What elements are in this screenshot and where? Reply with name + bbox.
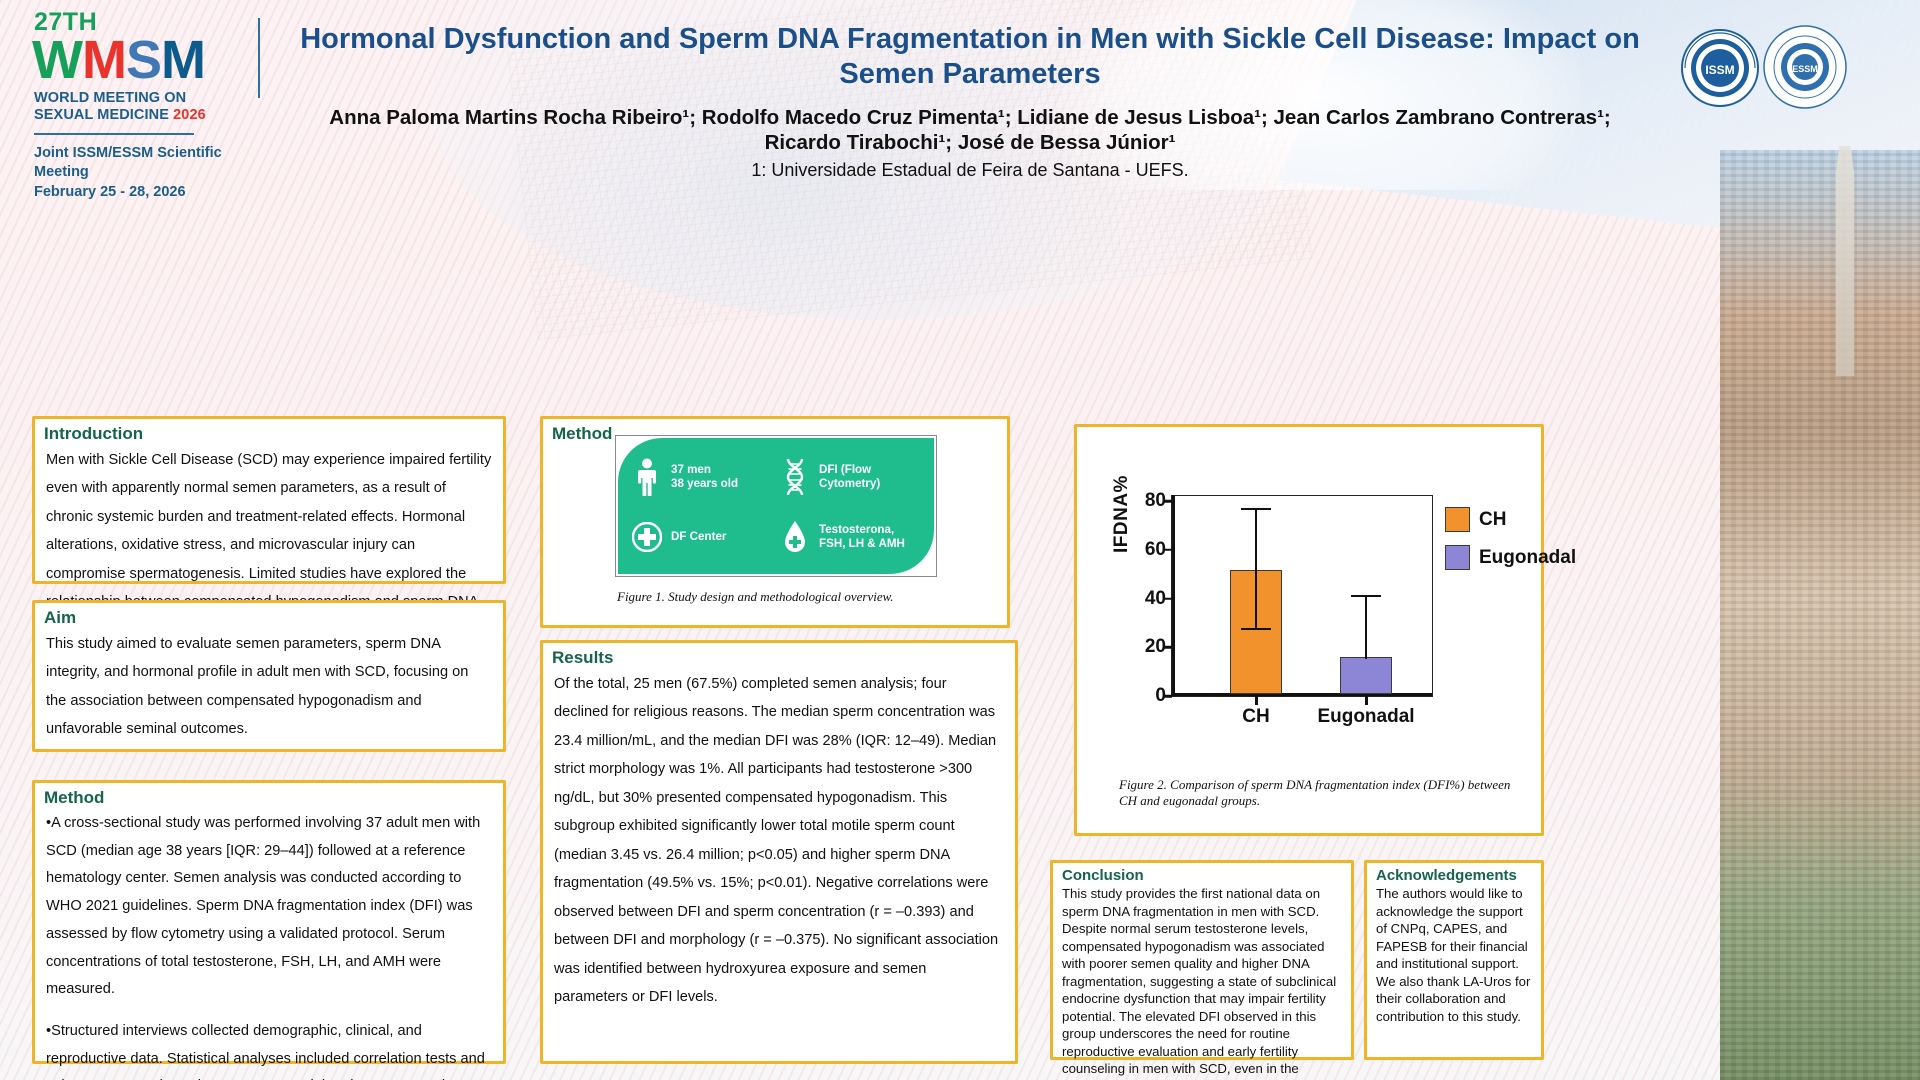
- infographic-item-dfi: DFI (Flow Cytometry): [780, 448, 926, 506]
- section-conclusion: Conclusion This study provides the first…: [1050, 860, 1354, 1080]
- chart-xtick-mark-eugonadal: [1365, 696, 1368, 705]
- chart-xtick-label-eugonadal: Eugonadal: [1317, 706, 1415, 727]
- person-icon: [632, 458, 662, 496]
- author-list: Anna Paloma Martins Rocha Ribeiro¹; Rodo…: [329, 105, 1611, 155]
- legend-label-eugonadal: Eugonadal: [1479, 546, 1577, 568]
- section-introduction: Introduction Men with Sickle Cell Diseas…: [32, 416, 506, 639]
- logo-letter-s: S: [125, 30, 162, 90]
- chart-xtick-mark-ch: [1255, 696, 1258, 705]
- figure-2-caption: Figure 2. Comparison of sperm DNA fragme…: [1119, 777, 1511, 809]
- logo-date-text: February 25 - 28, 2026: [34, 183, 186, 200]
- affiliation: 1: Universidade Estadual de Feira de San…: [751, 159, 1189, 180]
- issm-seal-logo: ISSM: [1680, 28, 1760, 108]
- logo-year: 2026: [173, 106, 206, 123]
- chart-errorbar-eugonadal: [1365, 597, 1367, 659]
- logo-letter-m2: M: [160, 30, 206, 90]
- legend-label-ch: CH: [1479, 508, 1507, 530]
- infographic-frame: 37 men 38 years old: [615, 435, 937, 577]
- method-left-heading: Method: [44, 788, 105, 807]
- chart-ytick-mark-40: [1163, 597, 1172, 600]
- dfi-bar-chart: IFDNA% 80 60 40 20 0: [1093, 461, 1576, 753]
- infographic-item-hormones: Testosterona, FSH, LH & AMH: [780, 508, 926, 566]
- conclusion-heading: Conclusion: [1062, 867, 1144, 884]
- introduction-heading: Introduction: [44, 424, 144, 443]
- chart-errorcap-eugonadal-top: [1351, 595, 1381, 598]
- section-aim: Aim This study aimed to evaluate semen p…: [32, 600, 506, 752]
- chart-ytick-mark-80: [1163, 499, 1172, 503]
- chart-x-axis-line: [1172, 693, 1432, 696]
- chart-xtick-label-ch: CH: [1242, 706, 1270, 727]
- results-heading: Results: [552, 648, 614, 667]
- study-design-infographic: 37 men 38 years old: [618, 438, 934, 574]
- logo-world-meeting-text: WORLD MEETING ON: [34, 90, 187, 107]
- logo-meeting-info: Joint ISSM/ESSM Scientific Meeting Febru…: [34, 144, 254, 203]
- background-tower: [1835, 146, 1855, 376]
- cross-icon: [632, 522, 662, 552]
- svg-text:ESSM: ESSM: [1792, 64, 1818, 74]
- chart-bar-eugonadal: [1340, 656, 1392, 694]
- legend-entry-ch: CH: [1445, 507, 1576, 532]
- chart-ytick-mark-60: [1163, 548, 1172, 552]
- infographic-label-center: DF Center: [671, 529, 727, 543]
- logo-letter-w: W: [32, 30, 83, 90]
- infographic-item-participants: 37 men 38 years old: [632, 448, 778, 506]
- chart-errorbar-ch: [1255, 509, 1257, 630]
- chart-ytick-label-60: 60: [1144, 538, 1166, 560]
- background-city-photo: [1720, 150, 1920, 1080]
- dna-icon: [780, 457, 810, 497]
- chart-plot-area: 80 60 40 20 0 CH: [1145, 490, 1433, 727]
- svg-text:ISSM: ISSM: [1705, 63, 1734, 77]
- wmsm-logo: 27TH WMSM WORLD MEETING ON SEXUAL MEDICI…: [24, 10, 254, 202]
- logo-acronym: WMSM: [32, 33, 254, 87]
- logo-edition: 27TH: [34, 8, 98, 36]
- infographic-label-hormones: Testosterona, FSH, LH & AMH: [819, 522, 905, 550]
- droplet-icon: [780, 520, 810, 554]
- essm-seal-logo: ESSM: [1762, 24, 1848, 110]
- method-figure-heading: Method: [552, 424, 613, 443]
- conclusion-body: This study provides the first national d…: [1062, 886, 1337, 1080]
- chart-ytick-mark-20: [1163, 645, 1172, 649]
- infographic-label-participants: 37 men 38 years old: [671, 462, 739, 490]
- acknowledgements-body: The authors would like to acknowledge th…: [1376, 886, 1531, 1024]
- infographic-item-center: DF Center: [632, 508, 778, 566]
- section-figure-2: IFDNA% 80 60 40 20 0: [1074, 424, 1576, 836]
- chart-legend: CH Eugonadal: [1445, 507, 1576, 583]
- background-cloud: [1060, 0, 1580, 190]
- aim-heading: Aim: [44, 608, 77, 627]
- section-acknowledgements: Acknowledgements The authors would like …: [1364, 860, 1544, 1060]
- infographic-label-dfi: DFI (Flow Cytometry): [819, 462, 881, 490]
- logo-divider-rule: [34, 132, 194, 135]
- logo-letter-m1: M: [81, 30, 127, 90]
- logo-joint-meeting-text: Joint ISSM/ESSM Scientific Meeting: [34, 144, 222, 181]
- results-body: Of the total, 25 men (67.5%) completed s…: [554, 676, 999, 1005]
- chart-y-axis-line: [1172, 495, 1175, 696]
- chart-errorcap-ch-top: [1241, 507, 1271, 510]
- section-method-left: Method •A cross-sectional study was perf…: [32, 780, 506, 1080]
- acknowledgements-heading: Acknowledgements: [1376, 867, 1517, 884]
- poster-header: 27TH WMSM WORLD MEETING ON SEXUAL MEDICI…: [0, 0, 1920, 200]
- legend-swatch-ch: [1445, 507, 1470, 532]
- legend-entry-eugonadal: Eugonadal: [1445, 545, 1576, 570]
- method-left-body: •A cross-sectional study was performed i…: [35, 810, 503, 1080]
- method-bullet-2: •Structured interviews collected demogra…: [46, 1023, 485, 1080]
- chart-y-axis-label: IFDNA%: [1111, 475, 1132, 553]
- legend-swatch-eugonadal: [1445, 545, 1470, 570]
- figure-1-caption: Figure 1. Study design and methodologica…: [617, 589, 894, 604]
- logo-sexual-medicine-text: SEXUAL MEDICINE: [34, 106, 169, 123]
- logo-vertical-divider: [258, 18, 260, 98]
- section-method-figure: Method 37 men 38 years old: [540, 416, 1010, 628]
- section-results: Results Of the total, 25 men (67.5%) com…: [540, 640, 1018, 1064]
- chart-ytick-label-40: 40: [1144, 587, 1166, 609]
- chart-ytick-label-20: 20: [1144, 636, 1166, 658]
- chart-errorcap-ch-bottom: [1241, 627, 1271, 630]
- logo-subtitle-line1: WORLD MEETING ON SEXUAL MEDICINE 2026: [34, 90, 254, 123]
- page-title: Hormonal Dysfunction and Sperm DNA Fragm…: [300, 23, 1640, 91]
- aim-body: This study aimed to evaluate semen param…: [46, 636, 469, 738]
- method-bullet-1: •A cross-sectional study was performed i…: [46, 815, 481, 998]
- title-block: Hormonal Dysfunction and Sperm DNA Fragm…: [300, 22, 1640, 181]
- chart-ytick-label-0: 0: [1155, 685, 1166, 706]
- chart-ytick-label-80: 80: [1144, 490, 1166, 511]
- chart-ytick-mark-0: [1163, 694, 1172, 698]
